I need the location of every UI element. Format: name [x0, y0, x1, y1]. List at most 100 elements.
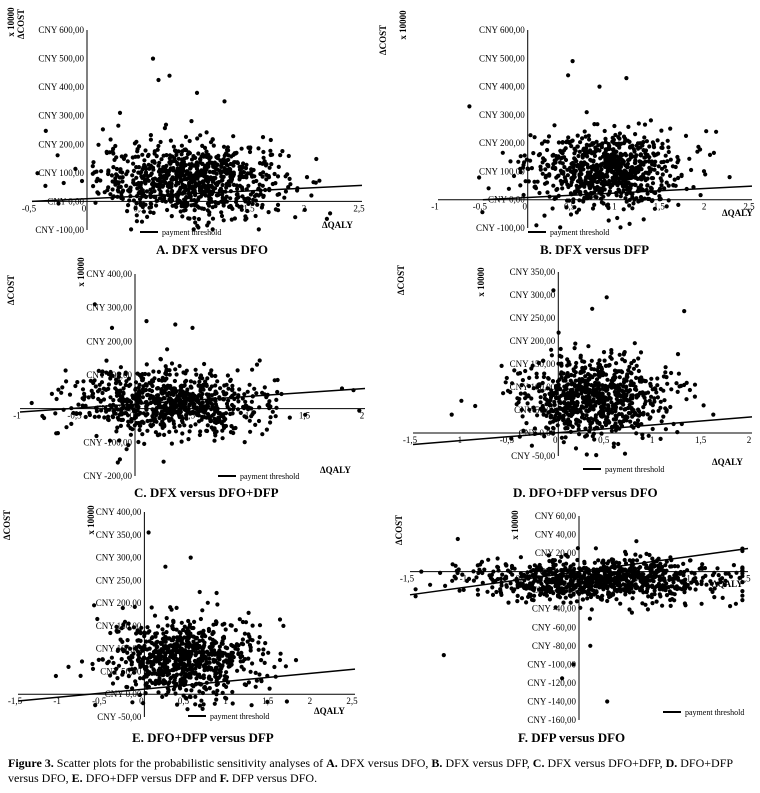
y-tick-label: CNY 500,00: [479, 53, 525, 63]
x-tick-label: 2: [308, 696, 313, 706]
scatter-point: [161, 413, 166, 418]
y-tick-label: CNY 200,00: [96, 598, 142, 608]
scatter-point: [518, 183, 523, 188]
scatter-point: [257, 623, 263, 628]
scatter-point: [182, 666, 187, 671]
scatter-point: [167, 680, 172, 685]
scatter-point: [273, 414, 278, 419]
payment-threshold-line: [17, 668, 356, 702]
scatter-point: [584, 181, 589, 186]
scatter-point: [610, 135, 615, 140]
scatter-point: [504, 563, 509, 568]
scatter-point: [605, 415, 610, 420]
y-tick-label: CNY 350,00: [510, 267, 556, 277]
scatter-point: [568, 419, 573, 425]
scatter-point: [559, 435, 564, 440]
scatter-point: [691, 185, 696, 190]
scatter-point: [267, 686, 272, 691]
scatter-point: [206, 652, 211, 657]
scatter-point: [611, 557, 616, 562]
scatter-point: [206, 177, 211, 182]
scatter-point: [531, 386, 536, 391]
scatter-point: [539, 591, 544, 596]
scatter-point: [209, 407, 214, 412]
scatter-point: [583, 189, 588, 194]
scatter-point: [579, 160, 584, 165]
scatter-point: [74, 411, 79, 416]
scatter-point: [126, 621, 131, 626]
scatter-point: [631, 358, 637, 363]
scatter-point: [612, 179, 617, 184]
scatter-point: [170, 177, 175, 182]
scatter-point: [580, 136, 585, 141]
scatter-point: [61, 180, 66, 186]
x-tick-label: -1,5: [8, 696, 23, 706]
scatter-point: [197, 650, 202, 655]
scatter-point: [142, 162, 147, 168]
scatter-point: [129, 662, 134, 667]
scatter-point: [213, 433, 218, 438]
scatter-point: [467, 104, 472, 109]
scatter-point: [110, 681, 116, 686]
scatter-point: [148, 133, 153, 138]
x-tick-label: 2: [747, 435, 752, 445]
scatter-point: [565, 198, 570, 203]
scatter-point: [158, 189, 163, 194]
scatter-point: [712, 595, 717, 600]
scatter-point: [224, 670, 229, 675]
scatter-point: [55, 153, 60, 158]
scatter-point: [156, 369, 161, 374]
scatter-point: [628, 183, 634, 188]
scatter-point: [727, 175, 732, 180]
scatter-point: [537, 389, 542, 394]
scatter-point: [525, 394, 530, 399]
scatter-point: [605, 598, 610, 604]
scatter-point: [190, 325, 195, 330]
scatter-point: [106, 386, 111, 391]
scatter-point: [108, 673, 113, 678]
scatter-point: [244, 175, 249, 180]
scatter-point: [618, 406, 623, 411]
scatter-point: [242, 440, 247, 445]
y-tick-label: CNY 0,00: [519, 428, 556, 438]
scatter-point: [127, 198, 132, 203]
scatter-point: [226, 386, 231, 391]
scatter-point: [227, 656, 232, 661]
scatter-point: [131, 168, 136, 173]
scatter-point: [206, 394, 211, 399]
scatter-point: [148, 210, 153, 215]
scatter-point: [128, 382, 133, 387]
scatter-point: [178, 672, 184, 677]
scatter-point: [664, 204, 669, 209]
scatter-point: [172, 405, 177, 410]
scatter-point: [200, 405, 205, 410]
scatter-point: [658, 176, 663, 181]
scatter-point: [247, 643, 253, 648]
scatter-point: [158, 179, 163, 184]
scatter-point: [147, 205, 152, 210]
scatter-point: [638, 195, 644, 200]
scatter-point: [187, 216, 192, 221]
scatter-point: [613, 409, 618, 414]
scatter-point: [172, 378, 177, 384]
scatter-point: [123, 370, 128, 375]
scatter-point: [163, 364, 168, 369]
scatter-point: [520, 414, 525, 419]
scatter-point: [260, 390, 265, 395]
scatter-point: [205, 376, 210, 381]
scatter-point: [98, 398, 103, 403]
scatter-point: [574, 599, 579, 604]
scatter-point: [155, 198, 160, 203]
scatter-point: [150, 422, 156, 427]
scatter-point: [628, 175, 633, 181]
scatter-point: [240, 637, 245, 642]
scatter-point: [111, 398, 116, 403]
x-tick-label: 1: [650, 435, 655, 445]
scatter-point: [231, 404, 236, 409]
scatter-point: [625, 372, 630, 377]
scatter-point: [607, 165, 612, 170]
scatter-point: [132, 423, 137, 428]
scatter-point: [229, 623, 234, 628]
scatter-point: [130, 700, 135, 705]
